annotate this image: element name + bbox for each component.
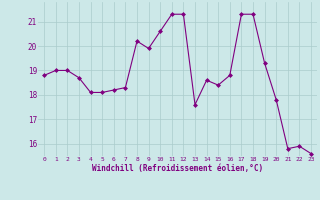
X-axis label: Windchill (Refroidissement éolien,°C): Windchill (Refroidissement éolien,°C) (92, 164, 263, 173)
